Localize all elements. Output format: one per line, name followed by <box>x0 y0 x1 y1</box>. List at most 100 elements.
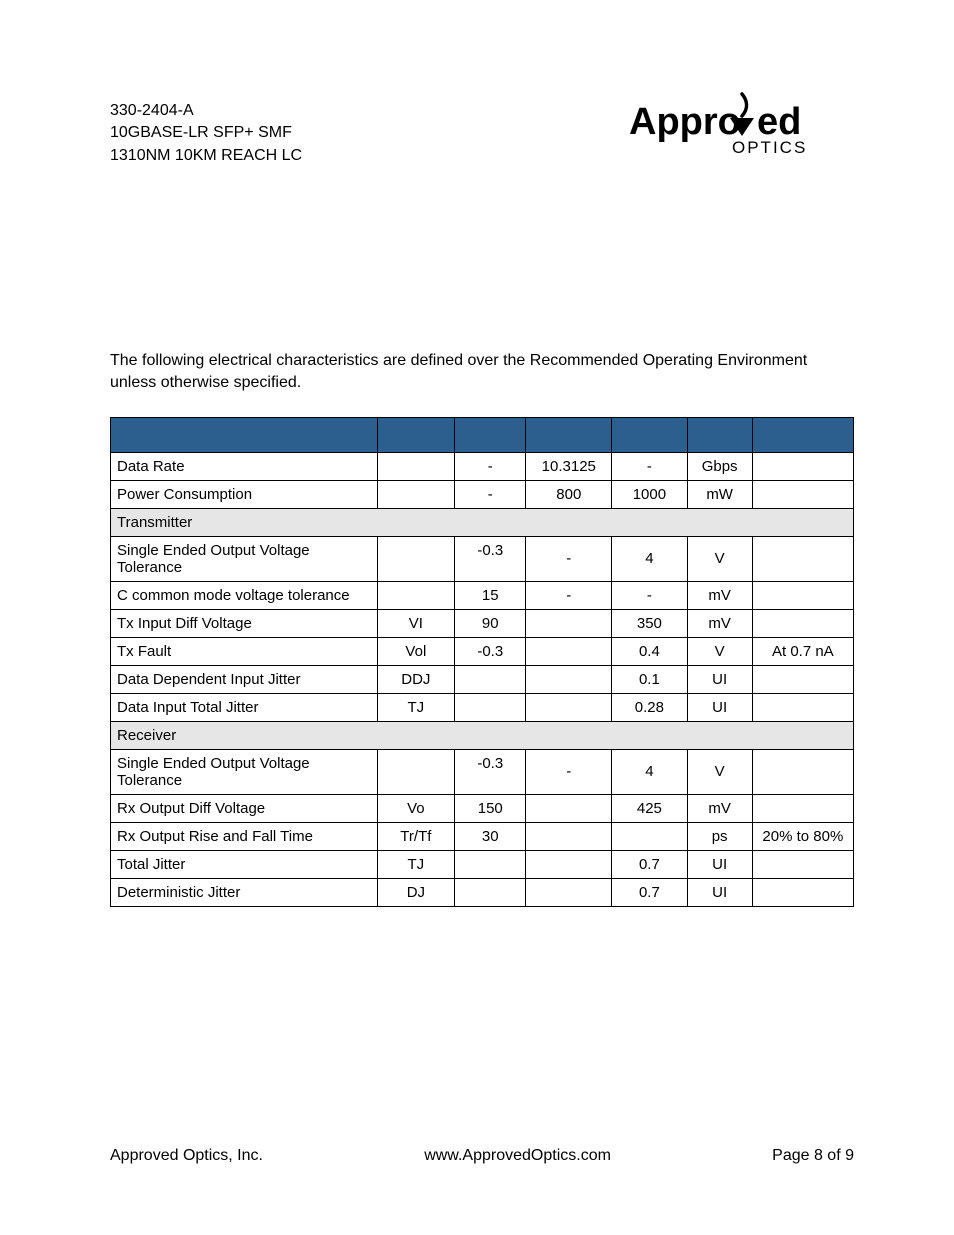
cell-sym: DDJ <box>377 665 455 693</box>
cell-min: - <box>455 452 526 480</box>
cell-notes <box>752 850 853 878</box>
cell-sym <box>377 452 455 480</box>
cell-param: Rx Output Rise and Fall Time <box>111 822 378 850</box>
cell-unit: mV <box>687 581 752 609</box>
cell-typ: - <box>526 749 612 794</box>
cell-unit: ps <box>687 822 752 850</box>
cell-sym: TJ <box>377 850 455 878</box>
cell-param: Single Ended Output Voltage Tolerance <box>111 536 378 581</box>
spec-table: Data Rate - 10.3125 - Gbps Power Consump… <box>110 417 854 907</box>
cell-param: C common mode voltage tolerance <box>111 581 378 609</box>
cell-notes <box>752 665 853 693</box>
cell-max: 0.7 <box>612 850 687 878</box>
cell-max: 4 <box>612 536 687 581</box>
part-number: 330-2404-A <box>110 100 302 122</box>
cell-param: Total Jitter <box>111 850 378 878</box>
cell-min <box>455 665 526 693</box>
cell-param: Rx Output Diff Voltage <box>111 794 378 822</box>
logo: Appro ed OPTICS <box>629 90 854 170</box>
cell-min: 30 <box>455 822 526 850</box>
cell-max: 0.1 <box>612 665 687 693</box>
product-type: 10GBASE-LR SFP+ SMF <box>110 122 302 144</box>
cell-min: -0.3 <box>455 637 526 665</box>
table-row: Single Ended Output Voltage Tolerance -0… <box>111 536 854 581</box>
cell-sym <box>377 581 455 609</box>
cell-unit: UI <box>687 878 752 906</box>
cell-unit: V <box>687 536 752 581</box>
cell-typ <box>526 693 612 721</box>
cell-notes <box>752 609 853 637</box>
cell-typ <box>526 794 612 822</box>
cell-typ: - <box>526 581 612 609</box>
footer-company: Approved Optics, Inc. <box>110 1147 263 1165</box>
cell-max: - <box>612 581 687 609</box>
cell-typ <box>526 850 612 878</box>
cell-param: Data Dependent Input Jitter <box>111 665 378 693</box>
product-spec: 1310NM 10KM REACH LC <box>110 145 302 167</box>
cell-typ: 10.3125 <box>526 452 612 480</box>
cell-typ: 800 <box>526 480 612 508</box>
cell-param: Tx Input Diff Voltage <box>111 609 378 637</box>
cell-typ <box>526 878 612 906</box>
cell-notes <box>752 878 853 906</box>
section-label: Transmitter <box>111 508 854 536</box>
footer-page: Page 8 of 9 <box>772 1147 854 1165</box>
cell-max: 0.4 <box>612 637 687 665</box>
cell-max <box>612 822 687 850</box>
cell-unit: mW <box>687 480 752 508</box>
header-text: 330-2404-A 10GBASE-LR SFP+ SMF 1310NM 10… <box>110 90 302 167</box>
cell-sym: Tr/Tf <box>377 822 455 850</box>
cell-param: Tx Fault <box>111 637 378 665</box>
cell-unit: mV <box>687 609 752 637</box>
svg-text:Appro: Appro <box>629 101 741 143</box>
cell-unit: V <box>687 749 752 794</box>
cell-max: 4 <box>612 749 687 794</box>
table-row: Tx Input Diff Voltage VI 90 350 mV <box>111 609 854 637</box>
cell-sym: TJ <box>377 693 455 721</box>
table-row: Data Rate - 10.3125 - Gbps <box>111 452 854 480</box>
cell-min: 90 <box>455 609 526 637</box>
cell-min: -0.3 <box>455 749 526 794</box>
cell-notes <box>752 536 853 581</box>
cell-max: - <box>612 452 687 480</box>
cell-notes <box>752 693 853 721</box>
cell-max: 0.28 <box>612 693 687 721</box>
cell-notes: 20% to 80% <box>752 822 853 850</box>
cell-param: Power Consumption <box>111 480 378 508</box>
cell-min <box>455 693 526 721</box>
cell-param: Data Input Total Jitter <box>111 693 378 721</box>
cell-notes <box>752 581 853 609</box>
cell-min: 15 <box>455 581 526 609</box>
cell-min <box>455 878 526 906</box>
cell-notes <box>752 480 853 508</box>
cell-typ <box>526 609 612 637</box>
cell-max: 1000 <box>612 480 687 508</box>
table-row: Single Ended Output Voltage Tolerance -0… <box>111 749 854 794</box>
cell-typ: - <box>526 536 612 581</box>
cell-unit: Gbps <box>687 452 752 480</box>
footer: Approved Optics, Inc. www.ApprovedOptics… <box>110 1147 854 1165</box>
section-row-transmitter: Transmitter <box>111 508 854 536</box>
cell-notes <box>752 452 853 480</box>
svg-text:ed: ed <box>757 101 801 143</box>
table-row: Data Dependent Input Jitter DDJ 0.1 UI <box>111 665 854 693</box>
page: 330-2404-A 10GBASE-LR SFP+ SMF 1310NM 10… <box>0 0 954 1235</box>
cell-unit: mV <box>687 794 752 822</box>
cell-param: Data Rate <box>111 452 378 480</box>
cell-typ <box>526 665 612 693</box>
table-row: Power Consumption - 800 1000 mW <box>111 480 854 508</box>
svg-text:OPTICS: OPTICS <box>732 138 807 157</box>
cell-param: Deterministic Jitter <box>111 878 378 906</box>
cell-max: 0.7 <box>612 878 687 906</box>
cell-min: - <box>455 480 526 508</box>
table-row: Deterministic Jitter DJ 0.7 UI <box>111 878 854 906</box>
cell-sym: DJ <box>377 878 455 906</box>
header: 330-2404-A 10GBASE-LR SFP+ SMF 1310NM 10… <box>110 90 854 170</box>
cell-typ <box>526 637 612 665</box>
cell-notes: At 0.7 nA <box>752 637 853 665</box>
cell-sym <box>377 536 455 581</box>
approved-optics-logo-icon: Appro ed OPTICS <box>629 90 854 165</box>
section-row-receiver: Receiver <box>111 721 854 749</box>
table-row: Tx Fault Vol -0.3 0.4 V At 0.7 nA <box>111 637 854 665</box>
cell-sym: VI <box>377 609 455 637</box>
